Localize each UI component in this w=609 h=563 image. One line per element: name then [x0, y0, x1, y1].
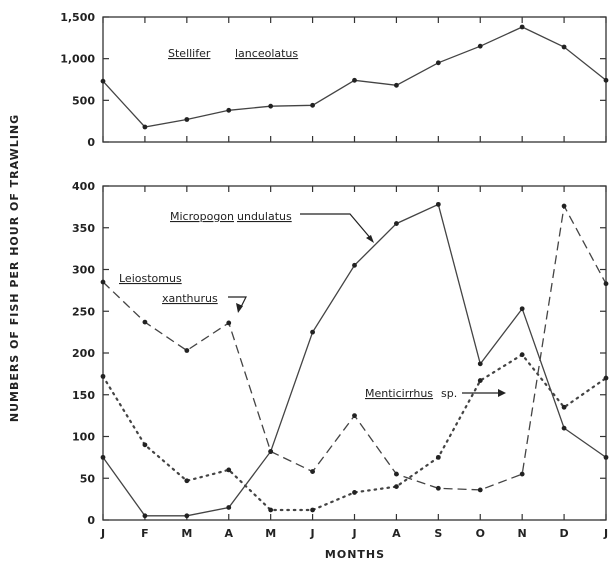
data-point-menticirrhus-sp	[268, 508, 273, 513]
label-leiostomus-genus: Leiostomus	[119, 272, 182, 285]
label-menticirrhus-species: sp.	[441, 387, 457, 400]
label-menticirrhus-genus: Menticirrhus	[365, 387, 433, 400]
leader-micropogon	[300, 214, 372, 240]
label-micropogon-species: undulatus	[237, 210, 292, 223]
arrowhead-menticirrhus	[498, 389, 506, 397]
x-tick-label: F	[141, 527, 149, 540]
data-point-stellifer-lanceolatus	[226, 108, 231, 113]
series-line-leiostomus-xanthurus	[103, 206, 606, 490]
data-point-micropogon-undulatus	[394, 221, 399, 226]
panel1-y-tick-label: 100	[72, 431, 95, 444]
data-point-menticirrhus-sp	[562, 405, 567, 410]
x-tick-label: J	[100, 527, 105, 540]
data-point-stellifer-lanceolatus	[268, 104, 273, 109]
panel0-y-tick-label: 500	[72, 94, 95, 107]
bottom-panel-frame	[103, 186, 606, 520]
label-leiostomus-species: xanthurus	[162, 292, 218, 305]
panel0-y-tick-label: 1,500	[60, 11, 95, 24]
data-point-leiostomus-xanthurus	[101, 280, 106, 285]
data-point-stellifer-lanceolatus	[436, 60, 441, 65]
series-line-stellifer-lanceolatus	[103, 27, 606, 127]
data-point-stellifer-lanceolatus	[184, 117, 189, 122]
data-point-micropogon-undulatus	[143, 513, 148, 518]
data-point-micropogon-undulatus	[562, 426, 567, 431]
panel1-y-tick-label: 350	[72, 222, 95, 235]
data-point-micropogon-undulatus	[184, 513, 189, 518]
x-tick-label: M	[265, 527, 276, 540]
data-point-leiostomus-xanthurus	[436, 486, 441, 491]
data-point-menticirrhus-sp	[436, 455, 441, 460]
label-stellifer-genus: Stellifer	[168, 47, 211, 60]
data-point-micropogon-undulatus	[226, 505, 231, 510]
y-axis-title: NUMBERS OF FISH PER HOUR OF TRAWLING	[8, 114, 21, 422]
series-line-micropogon-undulatus	[103, 204, 606, 515]
data-point-stellifer-lanceolatus	[520, 25, 525, 30]
data-point-menticirrhus-sp	[184, 478, 189, 483]
panel1-y-tick-label: 150	[72, 389, 95, 402]
x-tick-label: O	[476, 527, 485, 540]
data-point-menticirrhus-sp	[478, 378, 483, 383]
x-axis-title: MONTHS	[325, 548, 385, 561]
data-point-menticirrhus-sp	[352, 490, 357, 495]
data-point-micropogon-undulatus	[101, 455, 106, 460]
x-tick-label: A	[224, 527, 233, 540]
label-micropogon-genus: Micropogon	[170, 210, 234, 223]
panel1-y-tick-label: 300	[72, 264, 95, 277]
data-point-micropogon-undulatus	[604, 455, 609, 460]
data-point-stellifer-lanceolatus	[478, 44, 483, 49]
data-point-menticirrhus-sp	[226, 468, 231, 473]
x-tick-label: J	[310, 527, 315, 540]
series-line-menticirrhus-sp	[103, 355, 606, 510]
data-point-leiostomus-xanthurus	[310, 469, 315, 474]
data-point-menticirrhus-sp	[520, 352, 525, 357]
data-point-stellifer-lanceolatus	[310, 103, 315, 108]
data-point-stellifer-lanceolatus	[143, 125, 148, 130]
data-point-leiostomus-xanthurus	[143, 320, 148, 325]
panel1-y-tick-label: 200	[72, 347, 95, 360]
x-tick-label: A	[392, 527, 401, 540]
data-point-stellifer-lanceolatus	[562, 45, 567, 50]
x-tick-label: S	[434, 527, 442, 540]
data-point-leiostomus-xanthurus	[268, 449, 273, 454]
data-point-menticirrhus-sp	[101, 374, 106, 379]
data-point-leiostomus-xanthurus	[520, 472, 525, 477]
data-point-micropogon-undulatus	[478, 361, 483, 366]
data-point-stellifer-lanceolatus	[394, 83, 399, 88]
data-point-leiostomus-xanthurus	[604, 281, 609, 286]
data-point-stellifer-lanceolatus	[604, 78, 609, 83]
data-point-micropogon-undulatus	[352, 263, 357, 268]
data-point-menticirrhus-sp	[143, 442, 148, 447]
data-point-leiostomus-xanthurus	[394, 472, 399, 477]
arrowhead-micropogon	[366, 235, 374, 243]
panel1-y-tick-label: 0	[87, 514, 95, 527]
data-point-leiostomus-xanthurus	[478, 488, 483, 493]
data-point-leiostomus-xanthurus	[562, 204, 567, 209]
x-tick-label: D	[560, 527, 569, 540]
x-tick-label: M	[181, 527, 192, 540]
x-tick-label: J	[603, 527, 608, 540]
panel1-y-tick-label: 50	[80, 472, 96, 485]
data-point-leiostomus-xanthurus	[352, 413, 357, 418]
data-point-micropogon-undulatus	[436, 202, 441, 207]
data-point-menticirrhus-sp	[604, 376, 609, 381]
data-point-micropogon-undulatus	[310, 330, 315, 335]
data-point-leiostomus-xanthurus	[226, 321, 231, 326]
label-stellifer-species: lanceolatus	[235, 47, 298, 60]
panel1-y-tick-label: 250	[72, 305, 95, 318]
panel0-y-tick-label: 1,000	[60, 53, 95, 66]
data-point-leiostomus-xanthurus	[184, 348, 189, 353]
panel0-y-tick-label: 0	[87, 136, 95, 149]
x-tick-label: J	[351, 527, 356, 540]
data-point-stellifer-lanceolatus	[101, 79, 106, 84]
data-point-micropogon-undulatus	[520, 306, 525, 311]
data-point-menticirrhus-sp	[310, 508, 315, 513]
panel1-y-tick-label: 400	[72, 180, 95, 193]
data-point-menticirrhus-sp	[394, 484, 399, 489]
x-tick-label: N	[518, 527, 527, 540]
data-point-stellifer-lanceolatus	[352, 78, 357, 83]
